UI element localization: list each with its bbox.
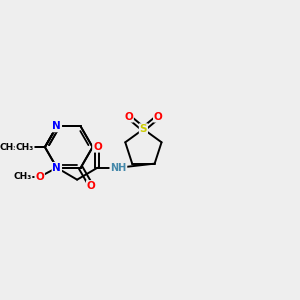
- Text: CH₃: CH₃: [0, 142, 17, 152]
- Text: O: O: [87, 181, 96, 191]
- Text: O: O: [154, 112, 163, 122]
- Text: NH: NH: [110, 163, 127, 173]
- Text: CH₃: CH₃: [14, 172, 32, 181]
- Text: N: N: [52, 163, 61, 173]
- Text: S: S: [140, 124, 147, 134]
- Text: O: O: [35, 172, 44, 182]
- Text: O: O: [21, 142, 30, 152]
- Text: O: O: [93, 142, 102, 152]
- Text: O: O: [124, 112, 133, 122]
- Text: N: N: [52, 122, 61, 131]
- Text: CH₃: CH₃: [16, 142, 34, 152]
